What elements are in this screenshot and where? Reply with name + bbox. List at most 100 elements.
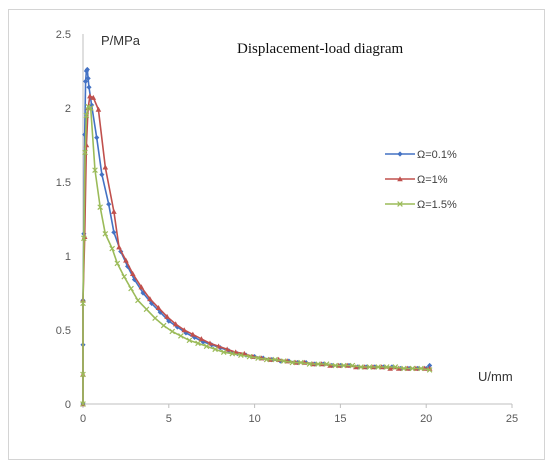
data-point — [190, 331, 196, 337]
data-point — [87, 105, 94, 111]
data-point — [84, 66, 90, 73]
data-point — [138, 284, 145, 290]
data-point — [181, 327, 188, 333]
data-point — [280, 358, 287, 364]
data-point — [87, 93, 93, 99]
x-tick-label: 5 — [166, 413, 172, 425]
series-line — [82, 105, 430, 404]
data-point — [121, 273, 128, 280]
data-point — [90, 94, 97, 100]
data-point — [392, 364, 399, 370]
data-point — [195, 340, 201, 347]
data-point — [81, 235, 87, 242]
data-point — [183, 330, 189, 336]
legend-label: Ω=1.5% — [417, 199, 457, 211]
data-point — [427, 362, 433, 369]
y-tick-label: 0 — [65, 399, 71, 411]
data-point — [129, 270, 136, 276]
y-tick-label: 2.5 — [56, 29, 71, 41]
data-point — [375, 364, 381, 370]
data-point — [383, 364, 390, 370]
data-point — [323, 361, 330, 367]
data-point — [177, 333, 184, 339]
x-axis-label: U/mm — [478, 369, 513, 384]
data-point — [263, 356, 270, 363]
y-tick-label: 0.5 — [56, 325, 71, 337]
data-point — [102, 230, 109, 237]
data-point — [246, 353, 253, 360]
data-point — [147, 296, 153, 302]
x-tick-label: 0 — [80, 413, 86, 425]
data-point — [80, 300, 86, 307]
data-point — [123, 257, 129, 263]
data-point — [128, 285, 134, 292]
data-point — [92, 167, 98, 173]
data-point — [172, 321, 179, 327]
data-point — [80, 371, 86, 378]
data-point — [241, 350, 248, 356]
axes — [82, 34, 512, 405]
data-point — [152, 315, 158, 321]
data-point — [272, 356, 279, 363]
data-point — [114, 260, 121, 267]
data-point — [358, 364, 364, 370]
legend-label: Ω=0.1% — [417, 149, 457, 161]
data-point — [155, 305, 162, 311]
data-point — [95, 106, 102, 112]
data-point — [238, 352, 244, 358]
data-point — [116, 244, 122, 250]
legend: Ω=0.1% Ω=1% Ω=1.5% — [385, 149, 457, 211]
y-axis-label: P/MPa — [101, 33, 141, 48]
data-point — [232, 349, 239, 355]
data-point — [298, 359, 304, 366]
data-point — [111, 229, 117, 235]
data-point — [160, 322, 167, 329]
data-point — [255, 355, 261, 361]
data-point — [409, 365, 416, 372]
data-point — [82, 149, 88, 156]
chart-frame — [8, 9, 545, 460]
data-point — [102, 164, 109, 170]
data-point — [143, 306, 150, 313]
x-tick-label: 25 — [506, 413, 518, 425]
y-tick-labels: 0 0.5 1 1.5 2 2.5 — [56, 29, 71, 411]
data-point — [82, 78, 89, 84]
data-point — [99, 172, 105, 178]
x-tick-labels: 0 5 10 15 20 25 — [80, 404, 518, 425]
x-tick-label: 20 — [420, 413, 432, 425]
data-point — [397, 176, 403, 182]
data-point — [203, 343, 210, 350]
data-point — [164, 313, 170, 319]
series-3 — [80, 103, 433, 407]
x-tick-label: 15 — [334, 413, 346, 425]
x-tick-label: 10 — [248, 413, 260, 425]
data-point — [83, 112, 90, 119]
legend-item: Ω=1.5% — [385, 199, 457, 211]
data-point — [332, 362, 339, 369]
data-point — [200, 339, 206, 345]
data-point — [191, 334, 198, 340]
data-point — [229, 350, 236, 357]
y-tick-label: 1 — [65, 251, 71, 263]
data-point — [306, 361, 313, 367]
data-point — [220, 349, 227, 356]
legend-item: Ω=0.1% — [385, 149, 457, 161]
data-point — [186, 337, 193, 344]
data-point — [169, 328, 176, 335]
data-point — [135, 297, 141, 304]
legend-item: Ω=1% — [385, 174, 448, 186]
data-point — [174, 324, 180, 330]
data-point — [212, 346, 218, 353]
data-point — [418, 365, 424, 372]
data-point — [85, 103, 91, 110]
data-point — [80, 401, 86, 407]
data-point — [85, 75, 91, 81]
data-point — [341, 362, 347, 369]
data-point — [94, 135, 100, 141]
data-point — [397, 201, 403, 207]
data-point — [289, 359, 296, 366]
series-group — [80, 66, 433, 407]
data-point — [397, 151, 403, 157]
data-point — [426, 367, 433, 373]
